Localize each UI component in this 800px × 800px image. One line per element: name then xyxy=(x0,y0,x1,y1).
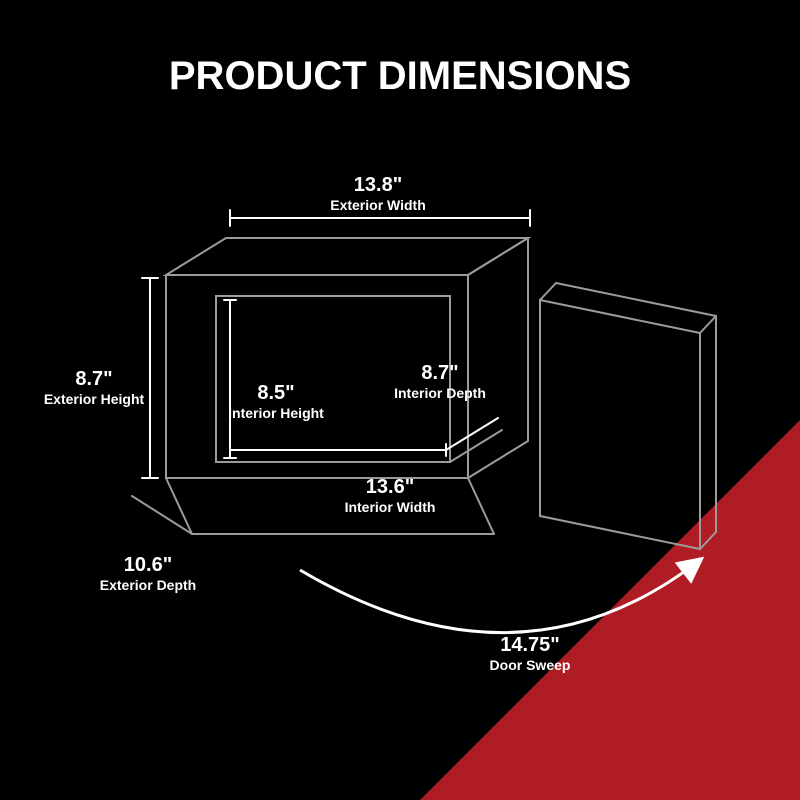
dim-value: 10.6" xyxy=(100,554,196,577)
dim-value: 8.7" xyxy=(44,368,144,391)
dim-name: Exterior Depth xyxy=(100,577,196,593)
dim-name: Interior Width xyxy=(345,499,436,515)
dim-value: 13.8" xyxy=(330,174,426,197)
dim-name: Exterior Height xyxy=(44,391,144,407)
dim-interior-width: 13.6" Interior Width xyxy=(345,476,436,515)
dim-name: Door Sweep xyxy=(490,657,571,673)
dim-value: 14.75" xyxy=(490,634,571,657)
dim-value: 13.6" xyxy=(345,476,436,499)
dim-name: Exterior Width xyxy=(330,197,426,213)
dim-interior-depth: 8.7" Interior Depth xyxy=(394,362,486,401)
dim-name: Interior Height xyxy=(228,405,324,421)
dim-door-sweep: 14.75" Door Sweep xyxy=(490,634,571,673)
dim-exterior-depth: 10.6" Exterior Depth xyxy=(100,554,196,593)
dim-name: Interior Depth xyxy=(394,385,486,401)
dim-value: 8.7" xyxy=(394,362,486,385)
dim-interior-height: 8.5" Interior Height xyxy=(228,382,324,421)
dim-exterior-width: 13.8" Exterior Width xyxy=(330,174,426,213)
dim-exterior-height: 8.7" Exterior Height xyxy=(44,368,144,407)
dim-value: 8.5" xyxy=(228,382,324,405)
